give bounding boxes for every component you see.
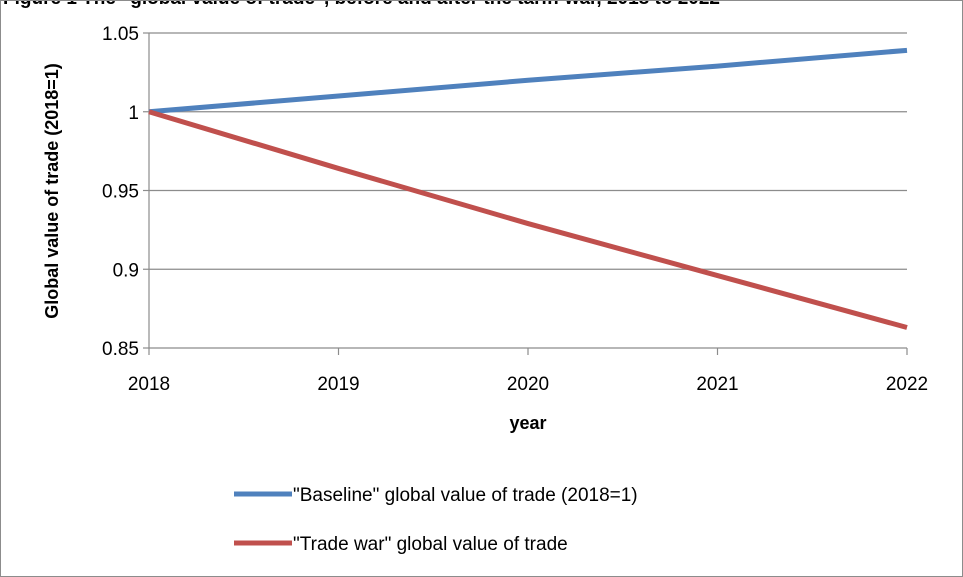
legend-label: "Baseline" global value of trade (2018=1… bbox=[293, 485, 638, 506]
x-tick-label: 2018 bbox=[128, 374, 170, 395]
axes bbox=[143, 32, 908, 355]
series-line-2 bbox=[148, 109, 908, 330]
tick-labels: 0.85 0.9 0.95 1 1.05 2018 2019 2020 2021 2022 bbox=[102, 24, 928, 395]
legend-label: "Trade war" global value of trade bbox=[293, 534, 568, 555]
x-axis-title: year bbox=[509, 413, 546, 433]
data-series bbox=[148, 47, 908, 330]
series-line-1 bbox=[148, 47, 908, 115]
x-tick-label: 2022 bbox=[886, 374, 928, 395]
y-tick-label: 0.9 bbox=[113, 260, 139, 281]
legend: "Baseline" global value of trade (2018=1… bbox=[234, 485, 638, 555]
grid-lines bbox=[149, 32, 907, 270]
y-tick-label: 0.95 bbox=[102, 182, 139, 203]
y-tick-label: 1.05 bbox=[102, 24, 139, 45]
y-axis-title: Global value of trade (2018=1) bbox=[42, 63, 62, 319]
y-tick-label: 0.85 bbox=[102, 339, 139, 360]
x-tick-label: 2020 bbox=[507, 374, 549, 395]
x-tick-label: 2019 bbox=[317, 374, 359, 395]
x-tick-label: 2021 bbox=[696, 374, 738, 395]
chart-title: Figure 1 The "global value of trade", be… bbox=[3, 1, 720, 10]
y-tick-label: 1 bbox=[128, 103, 139, 124]
